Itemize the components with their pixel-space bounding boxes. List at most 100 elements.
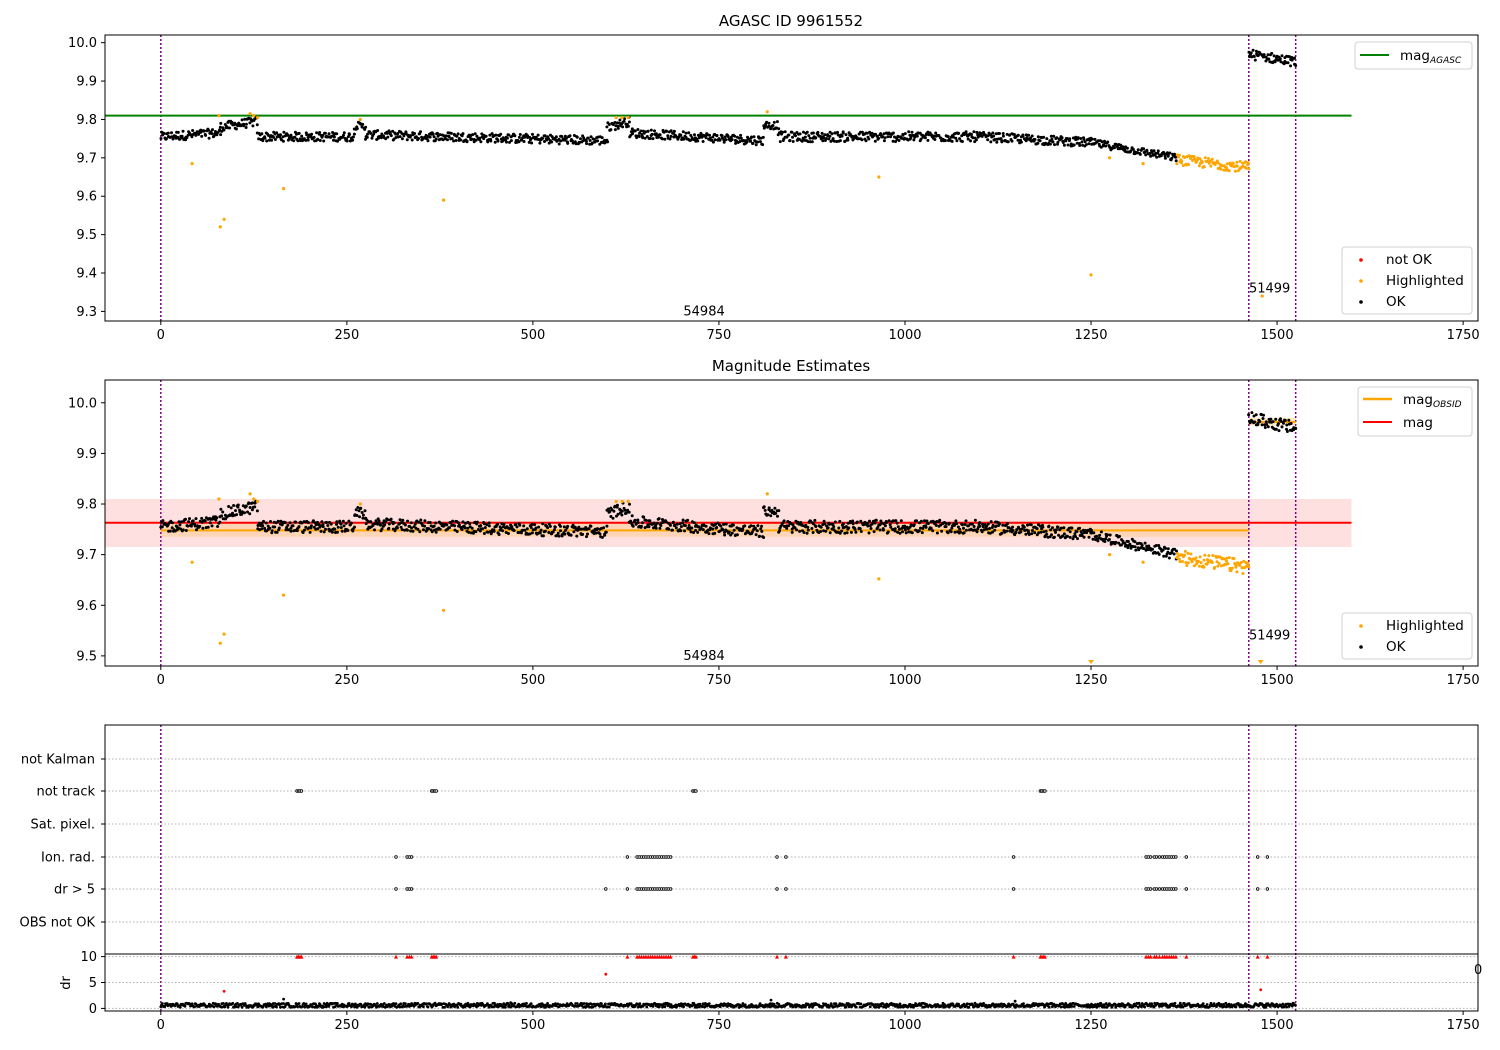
- dr-point: [1063, 1005, 1067, 1009]
- data-point: [536, 133, 540, 137]
- data-point: [347, 519, 351, 523]
- data-point: [925, 519, 929, 523]
- data-point: [846, 138, 850, 142]
- data-point: [1024, 133, 1028, 137]
- data-point: [300, 134, 304, 138]
- data-point: [485, 523, 489, 527]
- data-point: [1202, 565, 1206, 569]
- dr-point: [584, 1005, 588, 1009]
- data-point: [934, 131, 938, 135]
- ytick-label: 9.8: [76, 498, 97, 513]
- data-point: [826, 133, 830, 137]
- data-point: [186, 524, 190, 528]
- data-point: [1051, 526, 1054, 530]
- dr-point: [895, 1003, 899, 1006]
- data-point: [431, 132, 435, 136]
- data-point: [991, 131, 995, 135]
- data-point: [658, 526, 662, 530]
- data-point: [1213, 565, 1217, 569]
- data-point: [1293, 56, 1296, 60]
- data-point: [838, 139, 842, 143]
- data-point: [411, 529, 415, 533]
- data-point: [574, 142, 578, 146]
- data-point: [832, 139, 836, 143]
- data-point: [639, 524, 643, 528]
- data-point: [181, 528, 185, 532]
- data-point: [351, 138, 355, 142]
- p1-xtick-label: 1000: [888, 328, 921, 343]
- data-point: [843, 531, 847, 535]
- dr-point: [226, 1005, 230, 1009]
- data-point: [326, 524, 330, 527]
- data-point: [1016, 138, 1020, 142]
- data-point: [499, 132, 503, 136]
- data-point: [761, 143, 765, 147]
- data-point: [934, 523, 938, 527]
- highlighted-point: [222, 632, 226, 636]
- data-point: [883, 136, 887, 140]
- data-point: [989, 520, 993, 524]
- data-point: [766, 513, 770, 517]
- data-point: [344, 521, 348, 525]
- data-point: [836, 133, 840, 137]
- dr-point: [422, 1005, 425, 1009]
- data-point: [335, 530, 339, 534]
- data-point: [1142, 147, 1146, 151]
- legend-label-ok: OK: [1386, 639, 1407, 655]
- data-point: [908, 133, 912, 137]
- data-point: [423, 524, 426, 528]
- data-point: [783, 130, 787, 134]
- data-point: [219, 507, 223, 511]
- data-point: [572, 530, 576, 534]
- data-point: [851, 522, 855, 526]
- data-point: [178, 523, 182, 527]
- magnitude-legend-bottom: Highlighted OK: [1341, 612, 1473, 660]
- data-point: [1026, 523, 1029, 527]
- dr-ytick-label: 10: [80, 950, 97, 965]
- data-point: [626, 124, 630, 128]
- data-point: [992, 134, 996, 138]
- data-point: [1140, 543, 1144, 547]
- data-point: [903, 524, 907, 528]
- data-point: [292, 139, 296, 143]
- legend-subscript: OBSID: [1433, 400, 1462, 410]
- data-point: [798, 529, 802, 533]
- data-point: [1062, 526, 1066, 530]
- data-point: [1253, 420, 1257, 424]
- data-point: [1064, 139, 1068, 143]
- data-point: [1200, 161, 1204, 164]
- data-point: [560, 135, 564, 138]
- p1-xtick-label: 1500: [1261, 328, 1294, 343]
- data-point: [207, 128, 210, 132]
- data-point: [951, 135, 955, 139]
- data-point: [1258, 420, 1262, 423]
- data-point: [204, 133, 208, 137]
- dr-point: [1209, 1001, 1213, 1005]
- data-point: [1056, 140, 1060, 144]
- data-point: [801, 136, 805, 140]
- highlighted-point: [1108, 156, 1112, 160]
- data-point: [564, 528, 568, 532]
- data-point: [1059, 526, 1063, 530]
- data-point: [974, 138, 978, 142]
- data-point: [314, 523, 318, 527]
- dr-point: [1287, 1005, 1291, 1008]
- flag-row-label: not track: [36, 785, 95, 800]
- highlighted-point: [282, 593, 286, 597]
- data-point: [896, 525, 900, 529]
- data-point: [1036, 141, 1040, 145]
- data-point: [1247, 167, 1251, 171]
- data-point: [980, 530, 984, 534]
- data-point: [889, 135, 893, 139]
- data-point: [696, 139, 700, 143]
- data-point: [1167, 556, 1171, 560]
- data-point: [692, 521, 696, 525]
- legend-label-text: mag: [1403, 392, 1433, 408]
- flag-point: [1154, 887, 1159, 891]
- data-point: [229, 506, 233, 510]
- dr-clipped-marker: [1154, 954, 1159, 959]
- data-point: [1247, 413, 1251, 417]
- obsid-annotation: 51499: [1249, 281, 1290, 296]
- dr-clipped-marker: [299, 954, 304, 959]
- data-point: [636, 521, 640, 524]
